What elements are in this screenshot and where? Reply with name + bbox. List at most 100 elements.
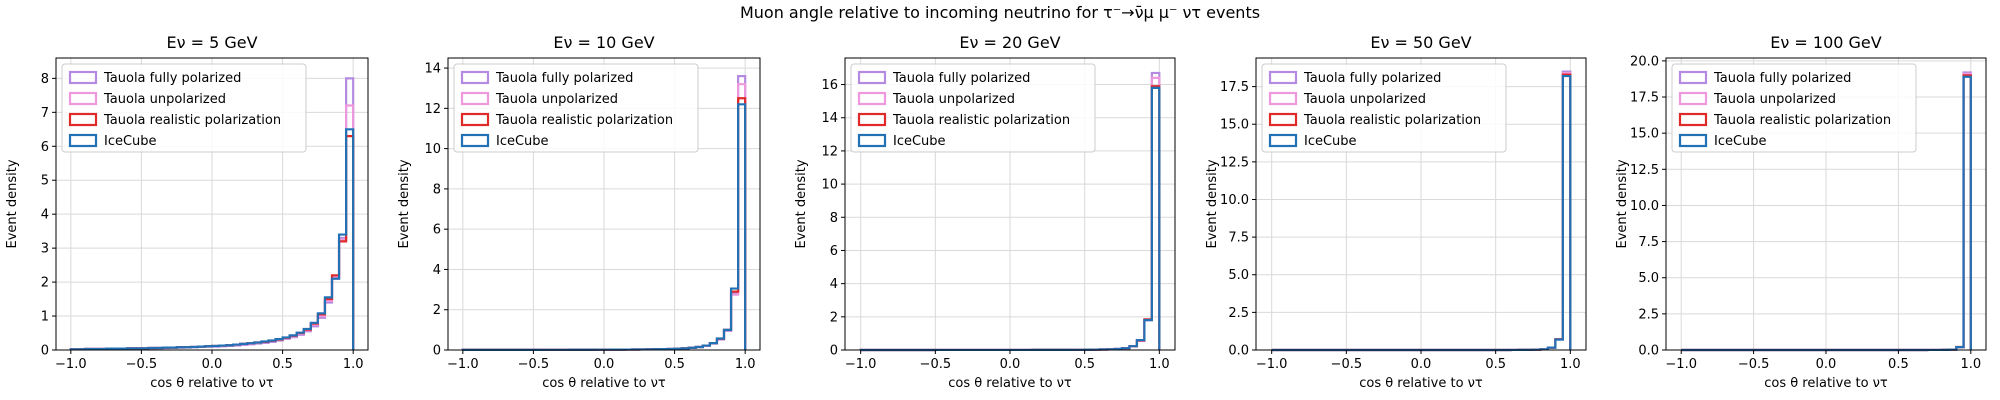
legend-label: Tauola realistic polarization: [1713, 113, 1891, 128]
y-tick-label: 2: [41, 276, 49, 291]
legend-label: Tauola fully polarized: [1713, 71, 1851, 86]
legend-label: Tauola fully polarized: [892, 71, 1030, 86]
legend-box: [1261, 63, 1507, 153]
y-tick-label: 15.0: [1220, 118, 1249, 133]
panel-title: Eν = 5 GeV: [166, 33, 257, 52]
y-tick-label: 6: [830, 244, 838, 259]
x-tick-label: 1.0: [1560, 357, 1581, 372]
y-tick-label: 4: [433, 263, 441, 278]
panel-title: Eν = 50 GeV: [1370, 33, 1471, 52]
y-tick-label: 2.5: [1638, 307, 1659, 322]
x-tick-label: 0.0: [594, 357, 615, 372]
y-tick-label: 7: [41, 106, 49, 121]
legend-swatch: [68, 70, 98, 85]
x-tick-label: −0.5: [518, 357, 550, 372]
x-tick-label: −0.5: [1331, 357, 1363, 372]
legend: Tauola fully polarized Tauola unpolarized…: [1671, 63, 1917, 153]
legend-label: Tauola fully polarized: [1303, 71, 1441, 86]
legend-label: IceCube: [1304, 134, 1357, 149]
x-axis-label: cos θ relative to ντ: [542, 376, 666, 391]
y-tick-label: 3: [41, 242, 49, 257]
legend-label: Tauola realistic polarization: [495, 113, 673, 128]
y-tick-label: 5: [41, 174, 49, 189]
x-tick-label: 0.0: [202, 357, 223, 372]
y-tick-label: 8: [41, 72, 49, 87]
y-tick-label: 8: [830, 211, 838, 226]
legend-label: Tauola realistic polarization: [103, 113, 281, 128]
x-tick-label: −1.0: [1665, 357, 1697, 372]
x-tick-label: 0.5: [1888, 357, 1909, 372]
y-tick-label: 15.0: [1630, 127, 1659, 142]
y-tick-label: 17.5: [1220, 80, 1249, 95]
x-tick-label: −1.0: [55, 357, 87, 372]
y-tick-label: 10: [424, 142, 441, 157]
y-tick-label: 0.0: [1228, 344, 1249, 359]
legend-label: Tauola fully polarized: [495, 71, 633, 86]
legend-swatch: [68, 91, 98, 106]
legend: Tauola fully polarized Tauola unpolarized…: [61, 63, 307, 153]
legend-swatch: [460, 91, 490, 106]
legend-swatch: [460, 133, 490, 148]
y-tick-label: 2: [433, 303, 441, 318]
legend-swatch: [857, 112, 887, 127]
y-tick-label: 7.5: [1228, 231, 1249, 246]
legend-label: Tauola unpolarized: [1713, 92, 1836, 107]
legend-swatch: [68, 112, 98, 127]
legend-label: Tauola realistic polarization: [892, 113, 1070, 128]
panel-1: −1.0 −0.5 0.0 0.5 1.0 0 1 2 3 4 5 6 7 8 Eν = 5 GeV cos …: [5, 33, 369, 391]
y-tick-label: 10.0: [1220, 193, 1249, 208]
y-tick-label: 0.0: [1638, 344, 1659, 359]
y-tick-label: 0: [41, 344, 49, 359]
y-tick-label: 1: [41, 310, 49, 325]
x-tick-label: 0.5: [1074, 357, 1095, 372]
x-axis-label: cos θ relative to ντ: [948, 376, 1072, 391]
x-tick-label: 0.0: [1411, 357, 1432, 372]
legend-swatch: [1268, 112, 1298, 127]
series-icecube: [69, 128, 355, 351]
legend-label: Tauola realistic polarization: [1303, 113, 1481, 128]
y-axis-label: Event density: [5, 159, 20, 248]
y-tick-label: 7.5: [1638, 235, 1659, 250]
legend-swatch: [1678, 91, 1708, 106]
y-tick-label: 17.5: [1630, 91, 1659, 106]
x-axis-label: cos θ relative to ντ: [1359, 376, 1483, 391]
legend-label: Tauola unpolarized: [103, 92, 226, 107]
x-tick-label: 0.5: [272, 357, 293, 372]
panel-3: −1.0 −0.5 0.0 0.5 1.0 0 2 4 6 8 10 12 14 16 Eν = 20 Ge…: [794, 33, 1176, 391]
legend-label: IceCube: [104, 134, 157, 149]
legend-label: IceCube: [893, 134, 946, 149]
y-axis-label: Event density: [794, 159, 809, 248]
x-tick-label: −1.0: [447, 357, 479, 372]
x-tick-label: −0.5: [1738, 357, 1770, 372]
y-tick-label: 6: [433, 223, 441, 238]
legend: Tauola fully polarized Tauola unpolarized…: [1261, 63, 1507, 153]
legend-swatch: [857, 91, 887, 106]
y-tick-label: 14: [424, 62, 441, 77]
legend-swatch: [460, 70, 490, 85]
y-tick-label: 2: [830, 310, 838, 325]
x-tick-label: −0.5: [126, 357, 158, 372]
legend-swatch: [1268, 133, 1298, 148]
legend-label: Tauola unpolarized: [892, 92, 1015, 107]
panel-2: −1.0 −0.5 0.0 0.5 1.0 0 2 4 6 8 10 12 14 Eν = 10 GeV c…: [397, 33, 761, 391]
y-tick-label: 10: [821, 178, 838, 193]
legend-swatch: [68, 133, 98, 148]
x-tick-label: −1.0: [1256, 357, 1288, 372]
x-axis-label: cos θ relative to ντ: [150, 376, 274, 391]
x-tick-label: 0.0: [1816, 357, 1837, 372]
panel-title: Eν = 20 GeV: [959, 33, 1060, 52]
x-tick-label: 1.0: [1960, 357, 1981, 372]
y-tick-label: 5.0: [1228, 268, 1249, 283]
legend-box: [850, 63, 1096, 153]
y-tick-label: 12.5: [1630, 163, 1659, 178]
y-tick-label: 2.5: [1228, 306, 1249, 321]
y-axis-label: Event density: [1205, 159, 1220, 248]
y-tick-label: 12: [424, 102, 441, 117]
legend-swatch: [1678, 133, 1708, 148]
x-axis-label: cos θ relative to ντ: [1764, 376, 1888, 391]
y-tick-label: 5.0: [1638, 271, 1659, 286]
x-tick-label: 1.0: [735, 357, 756, 372]
y-tick-label: 20.0: [1630, 54, 1659, 69]
